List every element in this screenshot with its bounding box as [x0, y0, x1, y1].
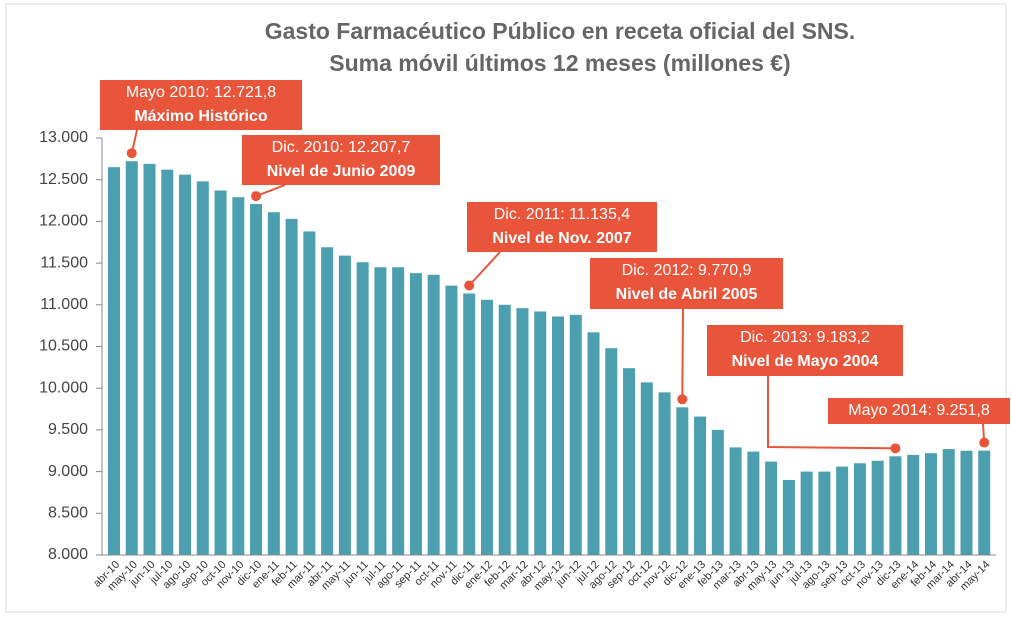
- bar: [765, 461, 778, 555]
- bar: [694, 416, 707, 555]
- bar: [623, 368, 636, 555]
- bar: [250, 204, 263, 555]
- bar: [836, 466, 849, 555]
- annotation-connector: [681, 308, 684, 400]
- bar: [321, 247, 334, 555]
- frame: [5, 3, 1007, 613]
- bar: [818, 471, 831, 555]
- annotation-connector: [767, 376, 896, 450]
- bar: [871, 460, 884, 555]
- bar: [978, 450, 991, 555]
- y-tick-label: 10.500: [39, 338, 88, 355]
- bar: [552, 316, 564, 555]
- annotation-box: [242, 135, 440, 185]
- chart-title: Gasto Farmacéutico Público en receta ofi…: [265, 18, 856, 44]
- annotation-connector: [255, 184, 286, 198]
- bar: [853, 463, 866, 555]
- annotation-text: Nivel de Junio 2009: [267, 163, 416, 180]
- bar: [214, 190, 227, 556]
- bar: [498, 304, 511, 555]
- y-tick-label: 13.000: [39, 129, 88, 146]
- annotation-box: [707, 325, 903, 376]
- bar: [338, 255, 351, 555]
- annotation-text: Nivel de Abril 2005: [616, 286, 758, 303]
- bar: [676, 407, 689, 555]
- annotation-text: Dic. 2012: 9.770,9: [622, 262, 752, 279]
- bar: [800, 471, 813, 555]
- annotation-text: Dic. 2011: 11.135,4: [494, 206, 630, 223]
- bar: [569, 314, 582, 555]
- bar: [711, 429, 724, 555]
- bar: [374, 267, 387, 555]
- bar: [409, 273, 422, 555]
- bar: [427, 274, 440, 555]
- y-tick-label: 11.000: [40, 296, 88, 313]
- bar: [747, 451, 760, 555]
- bar: [889, 456, 902, 555]
- annotation-point: [979, 437, 990, 448]
- bar: [303, 231, 316, 555]
- bar: [782, 479, 795, 555]
- bar: [463, 293, 476, 555]
- annotation-box: [467, 202, 657, 252]
- annotation-box: [100, 80, 302, 130]
- bar: [640, 382, 653, 555]
- bar: [445, 285, 458, 555]
- bar: [924, 453, 937, 555]
- annotation-text: Nivel de Nov. 2007: [492, 230, 631, 247]
- annotation-text: Dic. 2013: 9.183,2: [740, 329, 870, 346]
- y-tick-label: 11.500: [40, 254, 88, 271]
- annotation-point: [890, 443, 901, 454]
- bar: [108, 167, 120, 555]
- annotation-text: Dic. 2010: 12.207,7: [272, 139, 411, 156]
- y-tick-label: 12.000: [39, 213, 88, 230]
- bar: [392, 267, 405, 555]
- annotation-box: [590, 258, 783, 309]
- bar: [356, 262, 369, 555]
- bar: [125, 161, 138, 555]
- bar: [960, 450, 973, 555]
- chart-subtitle: Suma móvil últimos 12 meses (millones €): [329, 50, 790, 76]
- bar: [516, 308, 529, 555]
- annotation-text: Mayo 2014: 9.251,8: [848, 402, 990, 419]
- bar: [907, 454, 920, 555]
- y-tick-label: 8.500: [48, 505, 88, 522]
- y-tick-label: 9.000: [48, 463, 88, 480]
- annotation-text: Mayo 2010: 12.721,8: [126, 84, 276, 101]
- y-tick-label: 10.000: [39, 379, 88, 396]
- y-tick-label: 12.500: [39, 171, 88, 188]
- annotation-point: [677, 394, 688, 405]
- bar: [534, 311, 547, 555]
- annotation-point: [464, 280, 475, 291]
- bar: [267, 212, 280, 555]
- bar: [143, 163, 156, 555]
- annotation-point: [126, 148, 137, 159]
- bar: [729, 447, 742, 555]
- bar: [179, 174, 192, 556]
- annotation-connector: [468, 251, 501, 287]
- bar: [605, 348, 618, 555]
- bar: [480, 299, 493, 555]
- bar: [587, 332, 600, 555]
- bar: [161, 169, 174, 555]
- y-tick-label: 9.500: [48, 421, 88, 438]
- bar: [942, 449, 955, 555]
- y-tick-label: 8.000: [48, 546, 88, 563]
- annotation-box: [828, 398, 1010, 424]
- bar: [196, 181, 209, 556]
- bar: [232, 197, 245, 556]
- annotation-text: Nivel de Mayo 2004: [732, 353, 879, 370]
- bar: [658, 392, 671, 555]
- bar: [285, 218, 298, 555]
- annotation-point: [251, 191, 262, 202]
- annotation-text: Máximo Histórico: [134, 108, 268, 125]
